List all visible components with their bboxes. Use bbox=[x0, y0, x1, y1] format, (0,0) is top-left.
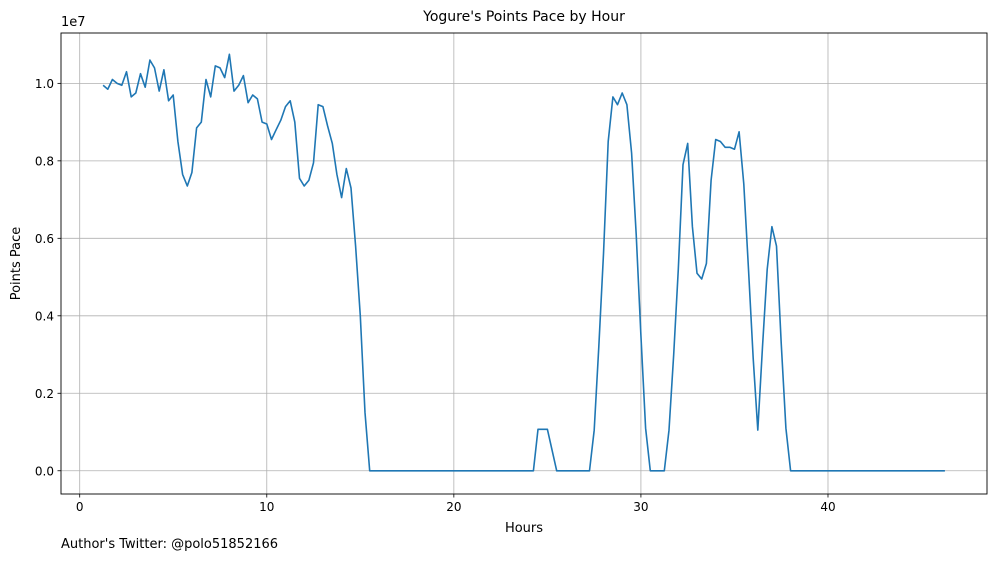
x-tick-label: 0 bbox=[76, 500, 84, 514]
x-tick-label: 10 bbox=[259, 500, 274, 514]
series-line bbox=[102, 53, 945, 472]
y-axis-offset-label: 1e7 bbox=[61, 15, 86, 30]
x-tick-label: 20 bbox=[446, 500, 461, 514]
y-tick-label: 1.0 bbox=[35, 77, 54, 91]
author-footnote: Author's Twitter: @polo51852166 bbox=[61, 537, 279, 552]
x-tick-label: 30 bbox=[633, 500, 648, 514]
y-tick-label: 0.0 bbox=[35, 464, 54, 478]
chart-title: Yogure's Points Pace by Hour bbox=[422, 9, 625, 25]
x-axis-label: Hours bbox=[505, 521, 543, 536]
plot-frame bbox=[60, 32, 988, 495]
y-tick-label: 0.4 bbox=[35, 309, 54, 323]
axis-ticks: 0 10 20 30 40 0.0 0.2 0.4 0.6 0.8 1.0 bbox=[35, 77, 836, 514]
y-axis-label: Points Pace bbox=[9, 227, 24, 301]
y-tick-label: 0.8 bbox=[35, 154, 54, 168]
y-tick-label: 0.2 bbox=[35, 387, 54, 401]
x-tick-label: 40 bbox=[820, 500, 835, 514]
y-tick-label: 0.6 bbox=[35, 232, 54, 246]
grid bbox=[61, 33, 987, 494]
